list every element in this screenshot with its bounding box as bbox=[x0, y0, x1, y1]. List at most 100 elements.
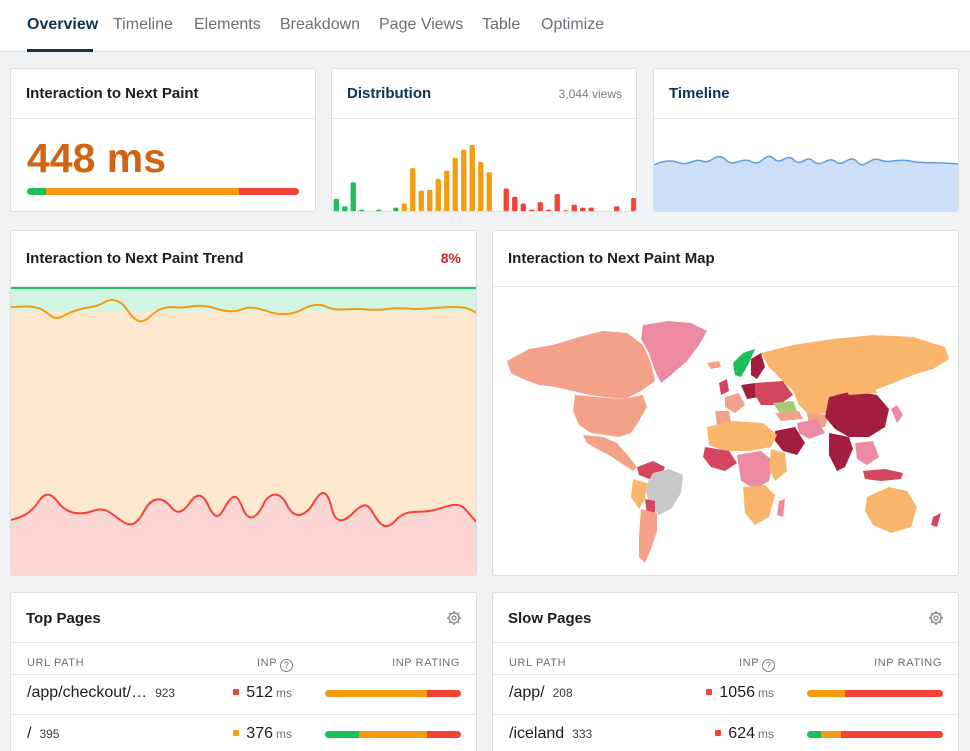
map-region-greenland bbox=[641, 321, 707, 383]
histogram-bar[interactable] bbox=[571, 204, 577, 212]
inp-map-card[interactable]: Interaction to Next Paint Map bbox=[492, 230, 959, 576]
map-region-indonesia bbox=[863, 469, 903, 481]
histogram-bar[interactable] bbox=[520, 203, 526, 213]
histogram-bar[interactable] bbox=[350, 182, 356, 212]
help-icon[interactable]: ? bbox=[762, 659, 776, 672]
card-title: Top Pages bbox=[26, 610, 101, 627]
histogram-bar[interactable] bbox=[368, 211, 373, 212]
trend-chart bbox=[11, 287, 476, 575]
url-path: /app/checkout/… bbox=[27, 684, 148, 701]
histogram-bar[interactable] bbox=[614, 206, 620, 212]
column-header-inp-label: INP bbox=[257, 657, 278, 669]
histogram-bar[interactable] bbox=[580, 207, 586, 212]
good-band bbox=[11, 287, 476, 311]
timeline-sparkline bbox=[654, 155, 958, 211]
tab-overview[interactable]: Overview bbox=[27, 16, 99, 33]
column-header-inp[interactable]: INP? bbox=[739, 657, 776, 672]
histogram-bar[interactable] bbox=[410, 168, 416, 212]
histogram-bar[interactable] bbox=[537, 202, 543, 212]
view-count: 923 bbox=[155, 686, 176, 700]
settings-gear-icon[interactable] bbox=[446, 610, 462, 626]
inp-cell: 376 ms bbox=[233, 725, 292, 743]
map-region-spain bbox=[715, 411, 731, 425]
inp-rating-bar bbox=[807, 690, 943, 697]
histogram-bar[interactable] bbox=[478, 162, 484, 212]
histogram-bar[interactable] bbox=[359, 209, 365, 212]
map-region-north-africa bbox=[707, 421, 777, 451]
table-row-path[interactable]: /iceland 333 bbox=[509, 725, 592, 743]
table-row-path[interactable]: /app/208 bbox=[509, 684, 573, 702]
histogram-bar[interactable] bbox=[435, 179, 441, 212]
tab-optimize[interactable]: Optimize bbox=[541, 16, 605, 33]
url-path: /app/ bbox=[509, 684, 545, 701]
distribution-card[interactable]: Distribution 3,044 views bbox=[331, 68, 637, 212]
histogram-bar[interactable] bbox=[503, 188, 509, 213]
histogram-bar[interactable] bbox=[418, 190, 424, 212]
inp-summary-card[interactable]: Interaction to Next Paint 448 ms bbox=[10, 68, 316, 212]
slow-pages-card[interactable]: Slow Pages URL PATH INP? INP RATING /app… bbox=[492, 592, 959, 751]
histogram-bar[interactable] bbox=[486, 172, 492, 212]
map-region-canada bbox=[507, 331, 655, 399]
card-header: Timeline bbox=[654, 69, 958, 119]
inp-trend-card[interactable]: Interaction to Next Paint Trend 8% bbox=[10, 230, 477, 576]
histogram-bar[interactable] bbox=[461, 149, 467, 212]
map-region-madagascar bbox=[777, 499, 785, 517]
tab-page-views[interactable]: Page Views bbox=[379, 16, 464, 33]
rating-poor-segment bbox=[427, 731, 461, 738]
rating-dot bbox=[233, 730, 240, 736]
column-header-inp[interactable]: INP? bbox=[257, 657, 294, 672]
map-region-mexico bbox=[583, 435, 637, 471]
card-title[interactable]: Timeline bbox=[669, 85, 730, 102]
table-row-path[interactable]: /app/checkout/… 923 bbox=[27, 684, 175, 702]
map-region-saudi-arabia bbox=[775, 427, 805, 455]
histogram-bar[interactable] bbox=[631, 198, 636, 212]
tab-breakdown[interactable]: Breakdown bbox=[280, 16, 361, 33]
map-region-mongolia bbox=[843, 383, 877, 395]
inp-unit: ms bbox=[276, 686, 292, 700]
tab-timeline[interactable]: Timeline bbox=[113, 16, 173, 33]
rating-good-segment bbox=[27, 188, 47, 195]
help-icon[interactable]: ? bbox=[280, 659, 294, 672]
card-header: Slow Pages bbox=[493, 593, 958, 643]
histogram-bar[interactable] bbox=[554, 194, 560, 212]
histogram-bar[interactable] bbox=[393, 207, 399, 212]
histogram-bar[interactable] bbox=[452, 157, 458, 212]
histogram-bar[interactable] bbox=[444, 170, 450, 212]
top-pages-card[interactable]: Top Pages URL PATH INP? INP RATING /app/… bbox=[10, 592, 477, 751]
card-title[interactable]: Distribution bbox=[347, 85, 432, 102]
inp-cell: 624 ms bbox=[715, 725, 774, 743]
tab-table[interactable]: Table bbox=[482, 16, 521, 33]
map-region-germany bbox=[741, 383, 759, 399]
histogram-bar[interactable] bbox=[376, 209, 382, 212]
histogram-bar[interactable] bbox=[401, 203, 407, 213]
settings-gear-icon[interactable] bbox=[928, 610, 944, 626]
histogram-bar[interactable] bbox=[512, 196, 518, 212]
inp-value: 376 bbox=[246, 725, 273, 742]
rating-needs-improvement-segment bbox=[359, 731, 427, 738]
column-header-url-path[interactable]: URL PATH bbox=[27, 657, 85, 669]
column-header-inp-rating[interactable]: INP RATING bbox=[874, 657, 942, 669]
column-header-inp-rating[interactable]: INP RATING bbox=[392, 657, 460, 669]
histogram-bar[interactable] bbox=[469, 145, 475, 212]
map-region-china bbox=[825, 391, 889, 437]
tab-elements[interactable]: Elements bbox=[194, 16, 261, 33]
card-header: Interaction to Next Paint bbox=[11, 69, 315, 119]
inp-unit: ms bbox=[758, 727, 774, 741]
timeline-card[interactable]: Timeline bbox=[653, 68, 959, 212]
rating-dot bbox=[715, 730, 722, 736]
card-title: Interaction to Next Paint Map bbox=[508, 250, 715, 267]
histogram-bar[interactable] bbox=[529, 209, 535, 212]
column-header-url-path[interactable]: URL PATH bbox=[509, 657, 567, 669]
histogram-bar[interactable] bbox=[427, 189, 433, 212]
histogram-bar[interactable] bbox=[597, 211, 602, 212]
histogram-bar[interactable] bbox=[588, 207, 594, 212]
histogram-bar[interactable] bbox=[333, 198, 339, 212]
active-tab-indicator bbox=[27, 49, 93, 52]
histogram-bar[interactable] bbox=[563, 210, 569, 212]
histogram-bar[interactable] bbox=[546, 209, 552, 212]
map-region-uk bbox=[719, 379, 729, 395]
histogram-bar[interactable] bbox=[342, 206, 348, 212]
table-row-path[interactable]: / 395 bbox=[27, 725, 59, 743]
row-divider bbox=[11, 674, 476, 675]
url-path: /iceland bbox=[509, 725, 565, 742]
